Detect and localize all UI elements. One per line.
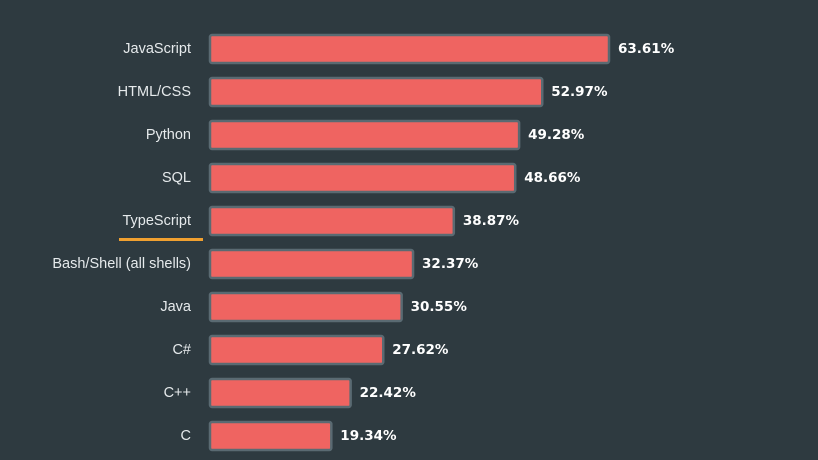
- category-label: C: [181, 428, 191, 444]
- value-label: 27.62%: [392, 342, 449, 358]
- value-label: 30.55%: [411, 299, 468, 315]
- bar-c-: [208, 334, 385, 366]
- bar-python: [208, 119, 521, 151]
- value-label: 52.97%: [551, 84, 608, 100]
- value-label: 22.42%: [360, 385, 417, 401]
- value-label: 32.37%: [422, 256, 479, 272]
- bar-bash-shell-all-shells-: [208, 248, 415, 280]
- bar-c: [208, 420, 333, 452]
- category-label: Java: [160, 299, 192, 315]
- value-label: 49.28%: [528, 127, 585, 143]
- value-label: 63.61%: [618, 41, 675, 57]
- bar-html-css: [208, 76, 544, 108]
- category-label: HTML/CSS: [118, 84, 191, 100]
- category-label: Bash/Shell (all shells): [52, 256, 191, 272]
- bar-c-: [208, 377, 352, 409]
- bars-layer: JavaScript 63.61% HTML/CSS 52.97% Python 49.2…: [52, 33, 675, 452]
- category-label: C#: [172, 342, 191, 358]
- bar-sql: [208, 162, 517, 194]
- category-label: SQL: [162, 170, 191, 186]
- value-label: 48.66%: [524, 170, 581, 186]
- category-label: Python: [146, 127, 191, 143]
- value-label: 19.34%: [340, 428, 397, 444]
- value-label: 38.87%: [463, 213, 520, 229]
- bar-java: [208, 291, 403, 323]
- bar-javascript: [208, 33, 611, 65]
- category-label: JavaScript: [123, 41, 191, 57]
- bar-typescript: [208, 205, 456, 237]
- category-label: TypeScript: [123, 213, 192, 229]
- highlight-underline: [119, 238, 203, 241]
- category-label: C++: [164, 385, 191, 401]
